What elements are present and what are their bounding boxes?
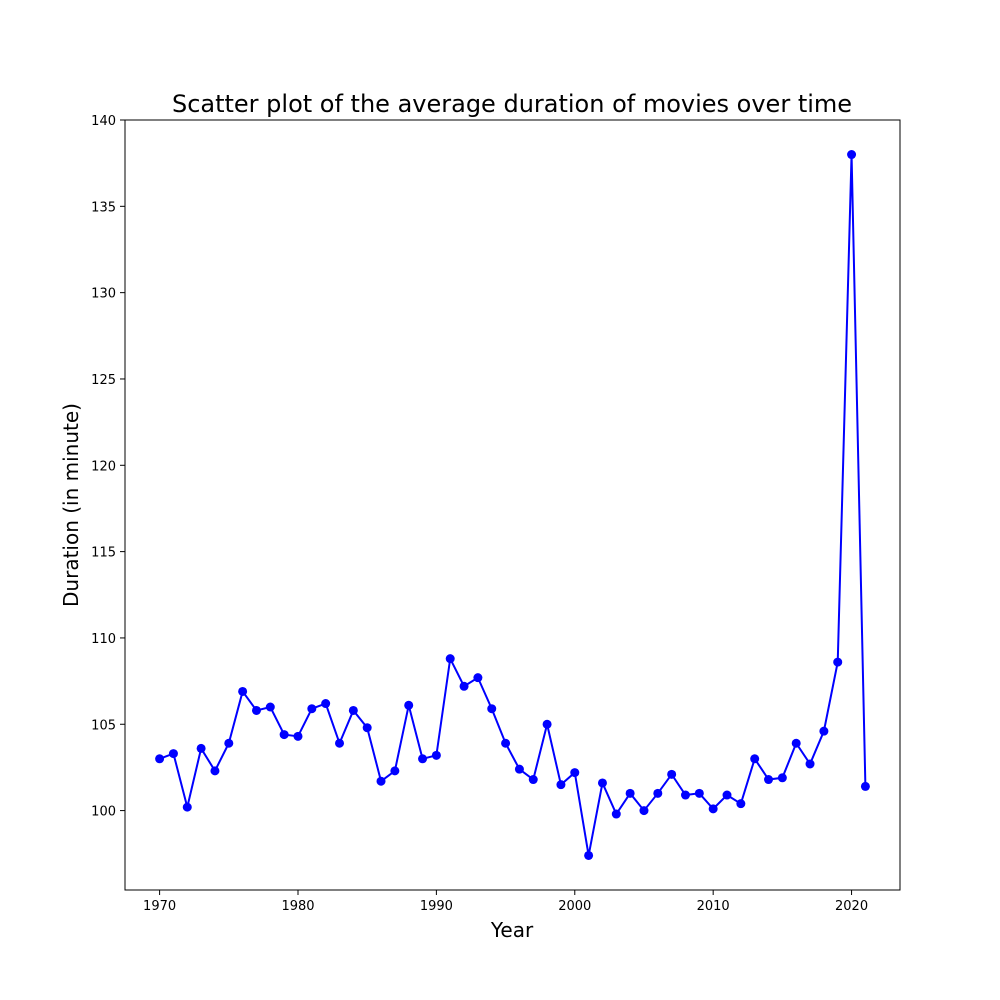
series-line [159, 154, 867, 856]
data-point [238, 686, 248, 696]
data-point [819, 726, 829, 736]
data-point [459, 681, 469, 691]
data-point [182, 802, 192, 812]
data-point [736, 799, 746, 809]
y-tick-label: 105 [91, 718, 116, 733]
data-point [335, 738, 345, 748]
data-point [639, 806, 649, 816]
data-point [597, 778, 607, 788]
data-point [501, 738, 511, 748]
data-point [390, 766, 400, 776]
data-point [473, 673, 483, 683]
data-point [847, 150, 857, 160]
data-point [694, 788, 704, 798]
x-tick-label: 1980 [281, 899, 314, 914]
data-point [168, 749, 178, 759]
data-point [750, 754, 760, 764]
x-axis-label: Year [490, 918, 534, 942]
data-point [805, 759, 815, 769]
y-tick-label: 135 [91, 200, 116, 215]
y-tick-label: 130 [91, 287, 116, 302]
x-tick-label: 2000 [558, 899, 591, 914]
data-point [514, 764, 524, 774]
data-point [321, 699, 331, 709]
data-point [528, 775, 538, 785]
data-point [293, 731, 303, 741]
y-tick-label: 125 [91, 373, 116, 388]
data-point [404, 700, 414, 710]
y-tick-label: 140 [91, 114, 116, 129]
data-point [210, 766, 220, 776]
data-point [376, 776, 386, 786]
data-point [279, 730, 289, 740]
x-tick-label: 2010 [697, 899, 730, 914]
data-point [833, 657, 843, 667]
data-point [791, 738, 801, 748]
data-point [722, 790, 732, 800]
data-point [265, 702, 275, 712]
y-tick-label: 120 [91, 459, 116, 474]
data-point [764, 775, 774, 785]
data-point [224, 738, 234, 748]
plot-area: 1970 1980 1990 2000 2010 2020 100 105 110 115 120 1… [91, 114, 901, 914]
data-point [860, 781, 870, 791]
data-point [708, 804, 718, 814]
data-point [251, 705, 261, 715]
data-point [556, 780, 566, 790]
data-point [487, 704, 497, 714]
data-point [777, 773, 787, 783]
y-tick-label: 110 [91, 632, 116, 647]
data-point [431, 750, 441, 760]
data-point [611, 809, 621, 819]
data-point [584, 850, 594, 860]
x-tick-label: 1970 [143, 899, 176, 914]
data-point [418, 754, 428, 764]
data-point [680, 790, 690, 800]
data-point [653, 788, 663, 798]
data-point [196, 743, 206, 753]
y-tick-label: 115 [91, 546, 116, 561]
data-point [348, 705, 358, 715]
x-tick-label: 1990 [420, 899, 453, 914]
data-point [625, 788, 635, 798]
x-tick-label: 2020 [835, 899, 868, 914]
chart-title: Scatter plot of the average duration of … [172, 90, 852, 118]
data-point [667, 769, 677, 779]
data-point [155, 754, 165, 764]
data-point [570, 768, 580, 778]
plot-frame [124, 119, 901, 891]
data-point [362, 723, 372, 733]
y-tick-label: 100 [91, 805, 116, 820]
data-point [542, 719, 552, 729]
data-point [445, 654, 455, 664]
y-axis-label: Duration (in minute) [59, 403, 83, 607]
data-point [307, 704, 317, 714]
